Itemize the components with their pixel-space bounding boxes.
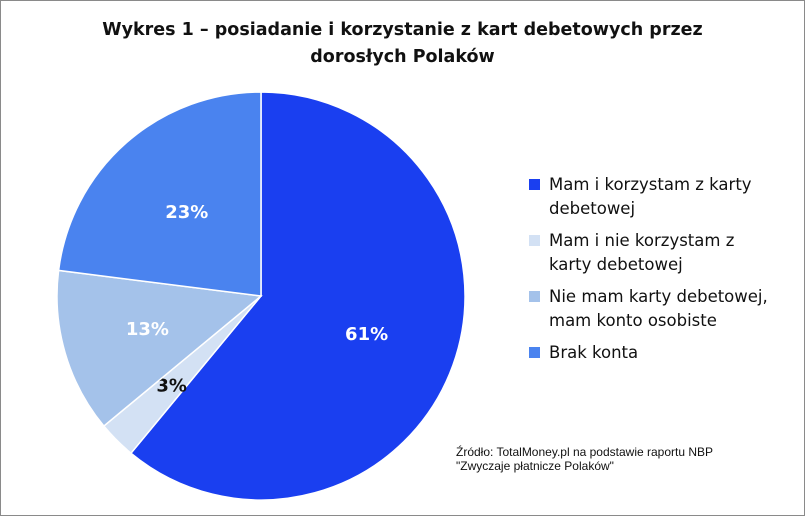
legend-label-2-line-2: karty debetowej — [549, 255, 683, 274]
legend: Mam i korzystam z karty debetowej Mam i ni… — [529, 173, 799, 373]
legend-swatch-3 — [529, 291, 540, 302]
pie-slice-3 — [56, 269, 263, 428]
chart-title-line-2: dorosłych Polaków — [310, 47, 495, 67]
source-line-2: "Zwyczaje płatnicze Polaków" — [456, 459, 614, 473]
legend-label-1-line-1: Mam i korzystam z karty — [549, 175, 752, 194]
legend-item-2: Mam i nie korzystam z karty debetowej — [529, 229, 799, 277]
legend-swatch-4 — [529, 347, 540, 358]
pie-slice-1 — [129, 91, 466, 501]
chart-title: Wykres 1 – posiadanie i korzystanie z ka… — [1, 17, 804, 71]
slice-value-label-3: 13% — [126, 319, 169, 340]
legend-label-3-line-1: Nie mam karty debetowej, — [549, 287, 768, 306]
legend-label-3-line-2: mam konto osobiste — [549, 311, 717, 330]
legend-swatch-1 — [529, 179, 540, 190]
legend-item-1: Mam i korzystam z karty debetowej — [529, 173, 799, 221]
slice-value-label-2: 3% — [156, 375, 187, 396]
pie-slice-4 — [57, 91, 262, 297]
legend-label-1-line-2: debetowej — [549, 199, 636, 218]
chart-title-line-1: Wykres 1 – posiadanie i korzystanie z ka… — [102, 20, 703, 40]
slice-value-label-4: 23% — [165, 202, 208, 223]
legend-swatch-2 — [529, 235, 540, 246]
source-note: Źródło: TotalMoney.pl na podstawie rapor… — [456, 445, 713, 473]
legend-label-4-line-1: Brak konta — [549, 343, 639, 362]
legend-item-3: Nie mam karty debetowej, mam konto osobis… — [529, 285, 799, 333]
source-line-1: Źródło: TotalMoney.pl na podstawie rapor… — [456, 445, 714, 459]
legend-item-4: Brak konta — [529, 341, 799, 365]
slice-value-label-1: 61% — [345, 324, 388, 345]
legend-label-2-line-1: Mam i nie korzystam z — [549, 231, 735, 250]
